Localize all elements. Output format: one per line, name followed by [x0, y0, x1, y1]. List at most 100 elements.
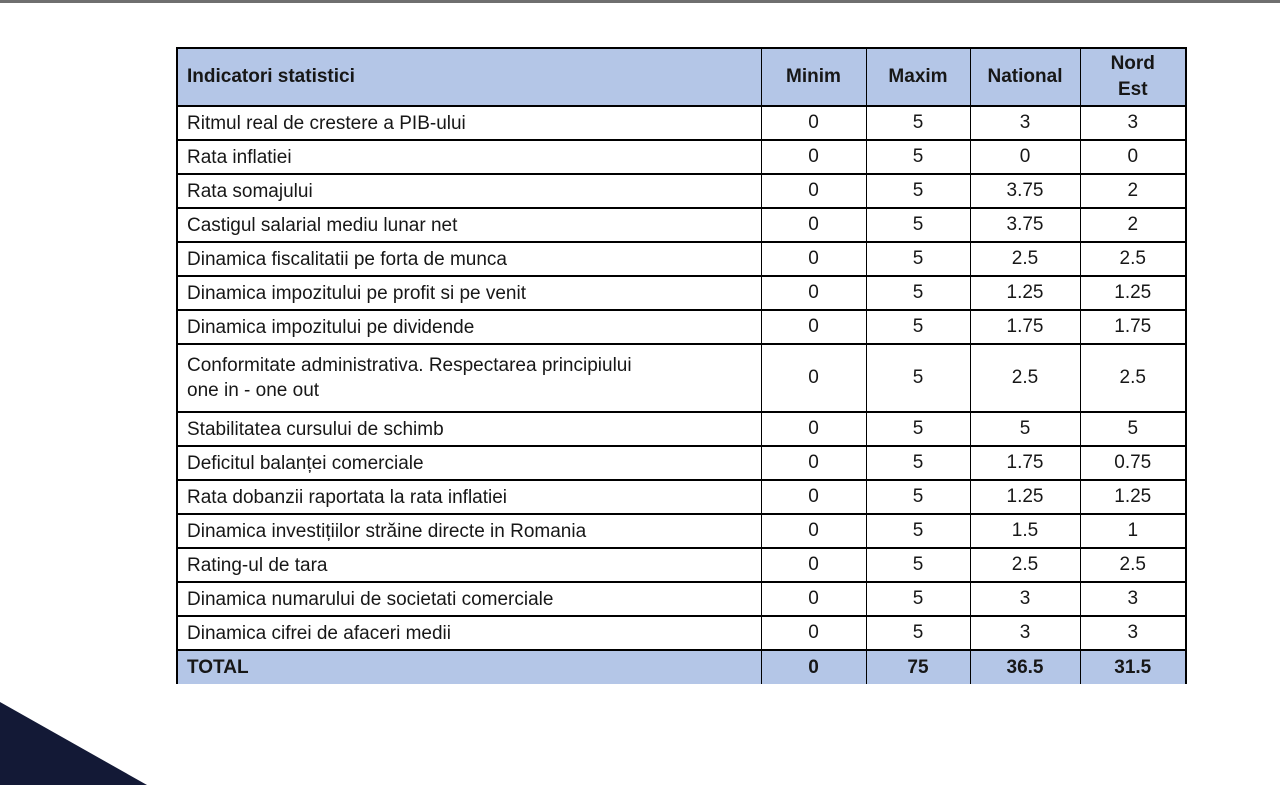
cell-national: 2.5	[969, 343, 1081, 413]
cell-maxim: 5	[865, 275, 971, 311]
col-header-indicator: Indicatori statistici	[176, 47, 762, 107]
total-nord-est: 31.5	[1079, 649, 1187, 684]
cell-national: 1.5	[969, 513, 1081, 549]
cell-maxim: 5	[865, 445, 971, 481]
cell-maxim: 5	[865, 547, 971, 583]
col-header-nord-est: Nord Est	[1079, 47, 1187, 107]
table-row: Ritmul real de crestere a PIB-ului 0 5 3…	[176, 105, 1187, 141]
cell-nord-est: 5	[1079, 411, 1187, 447]
row-label: Dinamica impozitului pe dividende	[176, 309, 762, 345]
cell-nord-est: 2.5	[1079, 547, 1187, 583]
cell-minim: 0	[760, 581, 867, 617]
cell-nord-est: 2	[1079, 173, 1187, 209]
row-label: Stabilitatea cursului de schimb	[176, 411, 762, 447]
cell-maxim: 5	[865, 241, 971, 277]
row-label: Dinamica investițiilor străine directe i…	[176, 513, 762, 549]
cell-minim: 0	[760, 343, 867, 413]
cell-national: 1.25	[969, 275, 1081, 311]
row-label: Deficitul balanței comerciale	[176, 445, 762, 481]
corner-triangle-decoration	[0, 702, 147, 785]
table-row: Deficitul balanței comerciale 0 5 1.75 0…	[176, 445, 1187, 481]
total-national: 36.5	[969, 649, 1081, 684]
table-row: Dinamica numarului de societati comercia…	[176, 581, 1187, 617]
cell-minim: 0	[760, 207, 867, 243]
table-row: Dinamica cifrei de afaceri medii 0 5 3 3	[176, 615, 1187, 651]
cell-national: 3	[969, 581, 1081, 617]
cell-national: 3	[969, 615, 1081, 651]
cell-minim: 0	[760, 513, 867, 549]
total-label: TOTAL	[176, 649, 762, 684]
table-row: Dinamica fiscalitatii pe forta de munca …	[176, 241, 1187, 277]
cell-nord-est: 1	[1079, 513, 1187, 549]
row-label: Rata dobanzii raportata la rata inflatie…	[176, 479, 762, 515]
table-row: Dinamica impozitului pe dividende 0 5 1.…	[176, 309, 1187, 345]
cell-maxim: 5	[865, 105, 971, 141]
table-row: Rata dobanzii raportata la rata inflatie…	[176, 479, 1187, 515]
total-maxim: 75	[865, 649, 971, 684]
cell-nord-est: 0.75	[1079, 445, 1187, 481]
cell-minim: 0	[760, 139, 867, 175]
cell-maxim: 5	[865, 309, 971, 345]
cell-nord-est: 1.25	[1079, 275, 1187, 311]
total-row: TOTAL 0 75 36.5 31.5	[176, 649, 1187, 684]
col-header-minim: Minim	[760, 47, 867, 107]
indicators-table: Indicatori statistici Minim Maxim Nation…	[176, 47, 1187, 684]
cell-maxim: 5	[865, 479, 971, 515]
cell-national: 1.75	[969, 309, 1081, 345]
row-label: Castigul salarial mediu lunar net	[176, 207, 762, 243]
cell-nord-est: 0	[1079, 139, 1187, 175]
cell-minim: 0	[760, 173, 867, 209]
cell-minim: 0	[760, 241, 867, 277]
cell-national: 1.25	[969, 479, 1081, 515]
cell-nord-est: 3	[1079, 581, 1187, 617]
col-header-maxim: Maxim	[865, 47, 971, 107]
indicators-table-container: Indicatori statistici Minim Maxim Nation…	[176, 47, 1187, 684]
total-minim: 0	[760, 649, 867, 684]
cell-minim: 0	[760, 479, 867, 515]
row-label: Dinamica cifrei de afaceri medii	[176, 615, 762, 651]
cell-national: 3.75	[969, 173, 1081, 209]
cell-nord-est: 1.25	[1079, 479, 1187, 515]
cell-national: 3	[969, 105, 1081, 141]
cell-minim: 0	[760, 275, 867, 311]
table-row: Rata somajului 0 5 3.75 2	[176, 173, 1187, 209]
cell-national: 3.75	[969, 207, 1081, 243]
cell-nord-est: 1.75	[1079, 309, 1187, 345]
cell-minim: 0	[760, 309, 867, 345]
cell-minim: 0	[760, 445, 867, 481]
cell-maxim: 5	[865, 173, 971, 209]
row-label: Rating-ul de tara	[176, 547, 762, 583]
cell-maxim: 5	[865, 513, 971, 549]
cell-national: 5	[969, 411, 1081, 447]
table-row: Castigul salarial mediu lunar net 0 5 3.…	[176, 207, 1187, 243]
cell-maxim: 5	[865, 207, 971, 243]
cell-maxim: 5	[865, 615, 971, 651]
cell-minim: 0	[760, 105, 867, 141]
table-header-row: Indicatori statistici Minim Maxim Nation…	[176, 47, 1187, 107]
cell-national: 0	[969, 139, 1081, 175]
cell-nord-est: 3	[1079, 105, 1187, 141]
cell-national: 1.75	[969, 445, 1081, 481]
row-label: Ritmul real de crestere a PIB-ului	[176, 105, 762, 141]
row-label: Conformitate administrativa. Respectarea…	[176, 343, 762, 413]
row-label: Dinamica numarului de societati comercia…	[176, 581, 762, 617]
row-label: Dinamica fiscalitatii pe forta de munca	[176, 241, 762, 277]
row-label: Rata somajului	[176, 173, 762, 209]
cell-nord-est: 2.5	[1079, 343, 1187, 413]
cell-nord-est: 2	[1079, 207, 1187, 243]
cell-maxim: 5	[865, 343, 971, 413]
table-row: Stabilitatea cursului de schimb 0 5 5 5	[176, 411, 1187, 447]
cell-minim: 0	[760, 547, 867, 583]
table-row: Rata inflatiei 0 5 0 0	[176, 139, 1187, 175]
cell-minim: 0	[760, 411, 867, 447]
cell-nord-est: 3	[1079, 615, 1187, 651]
col-header-national: National	[969, 47, 1081, 107]
table-row: Rating-ul de tara 0 5 2.5 2.5	[176, 547, 1187, 583]
cell-maxim: 5	[865, 581, 971, 617]
cell-national: 2.5	[969, 547, 1081, 583]
table-row: Conformitate administrativa. Respectarea…	[176, 343, 1187, 413]
cell-maxim: 5	[865, 139, 971, 175]
cell-maxim: 5	[865, 411, 971, 447]
cell-nord-est: 2.5	[1079, 241, 1187, 277]
top-rule	[0, 0, 1280, 3]
